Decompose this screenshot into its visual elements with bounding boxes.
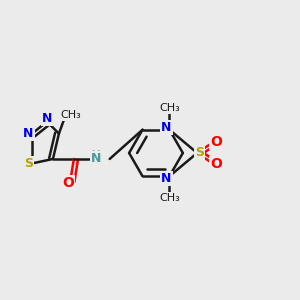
Text: O: O — [210, 157, 222, 171]
Text: CH₃: CH₃ — [159, 103, 180, 113]
Text: O: O — [210, 135, 222, 148]
Text: N: N — [161, 172, 172, 185]
Text: CH₃: CH₃ — [159, 193, 180, 203]
Text: N: N — [42, 112, 52, 125]
Text: N: N — [161, 121, 172, 134]
Text: N: N — [91, 152, 101, 166]
Text: CH₃: CH₃ — [61, 110, 81, 120]
Text: O: O — [62, 176, 74, 190]
Text: H: H — [92, 150, 100, 161]
Text: S: S — [24, 157, 33, 170]
Text: S: S — [195, 146, 204, 160]
Text: N: N — [23, 127, 34, 140]
